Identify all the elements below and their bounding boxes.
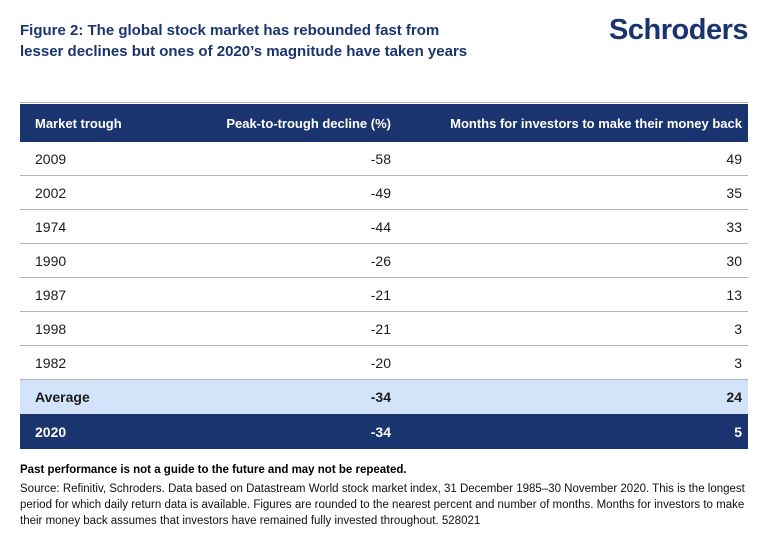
cell-trough: 1982 bbox=[35, 354, 67, 371]
cell-decline: -44 bbox=[370, 218, 391, 235]
cell-decline: -58 bbox=[370, 150, 391, 167]
highlight-row-2020: 2020 -34 5 bbox=[20, 414, 748, 449]
cell-decline: -34 bbox=[370, 423, 391, 440]
schroders-logo: Schroders bbox=[609, 14, 748, 46]
cell-decline: -26 bbox=[370, 252, 391, 269]
past-performance-note: Past performance is not a guide to the f… bbox=[20, 464, 407, 476]
table-row: 1982 -20 3 bbox=[20, 346, 748, 380]
cell-months: 30 bbox=[726, 252, 742, 269]
header-cell-market-trough: Market trough bbox=[35, 115, 122, 131]
table-row: 1998 -21 3 bbox=[20, 312, 748, 346]
table-header-row: Market trough Peak-to-trough decline (%)… bbox=[20, 104, 748, 142]
cell-months: 5 bbox=[734, 423, 742, 440]
cell-decline: -20 bbox=[370, 354, 391, 371]
cell-decline: -34 bbox=[370, 389, 391, 405]
cell-trough: Average bbox=[35, 389, 90, 405]
figure-title-line-2: lesser declines but ones of 2020’s magni… bbox=[20, 43, 468, 60]
cell-trough: 2009 bbox=[35, 150, 67, 167]
cell-trough: 1990 bbox=[35, 252, 67, 269]
cell-trough: 1974 bbox=[35, 218, 67, 235]
cell-months: 24 bbox=[726, 389, 742, 405]
figure-title: Figure 2: The global stock market has re… bbox=[20, 20, 467, 62]
cell-months: 49 bbox=[726, 150, 742, 167]
cell-trough: 1987 bbox=[35, 286, 67, 303]
cell-months: 13 bbox=[726, 286, 742, 303]
table-row: 2002 -49 35 bbox=[20, 176, 748, 210]
table-row: 1974 -44 33 bbox=[20, 210, 748, 244]
source-note: Source: Refinitiv, Schroders. Data based… bbox=[20, 483, 745, 527]
cell-decline: -21 bbox=[370, 320, 391, 337]
figure-title-line-1: Figure 2: The global stock market has re… bbox=[20, 22, 440, 39]
cell-months: 33 bbox=[726, 218, 742, 235]
cell-months: 3 bbox=[734, 320, 742, 337]
cell-decline: -21 bbox=[370, 286, 391, 303]
cell-trough: 1998 bbox=[35, 320, 67, 337]
data-table: Market trough Peak-to-trough decline (%)… bbox=[20, 102, 748, 449]
cell-trough: 2002 bbox=[35, 184, 67, 201]
header-cell-months: Months for investors to make their money… bbox=[450, 115, 742, 131]
average-row: Average -34 24 bbox=[20, 380, 748, 414]
table-row: 2009 -58 49 bbox=[20, 142, 748, 176]
table-row: 1987 -21 13 bbox=[20, 278, 748, 312]
cell-months: 35 bbox=[726, 184, 742, 201]
cell-decline: -49 bbox=[370, 184, 391, 201]
cell-trough: 2020 bbox=[35, 423, 67, 440]
cell-months: 3 bbox=[734, 354, 742, 371]
header-cell-decline: Peak-to-trough decline (%) bbox=[226, 115, 391, 131]
table-row: 1990 -26 30 bbox=[20, 244, 748, 278]
